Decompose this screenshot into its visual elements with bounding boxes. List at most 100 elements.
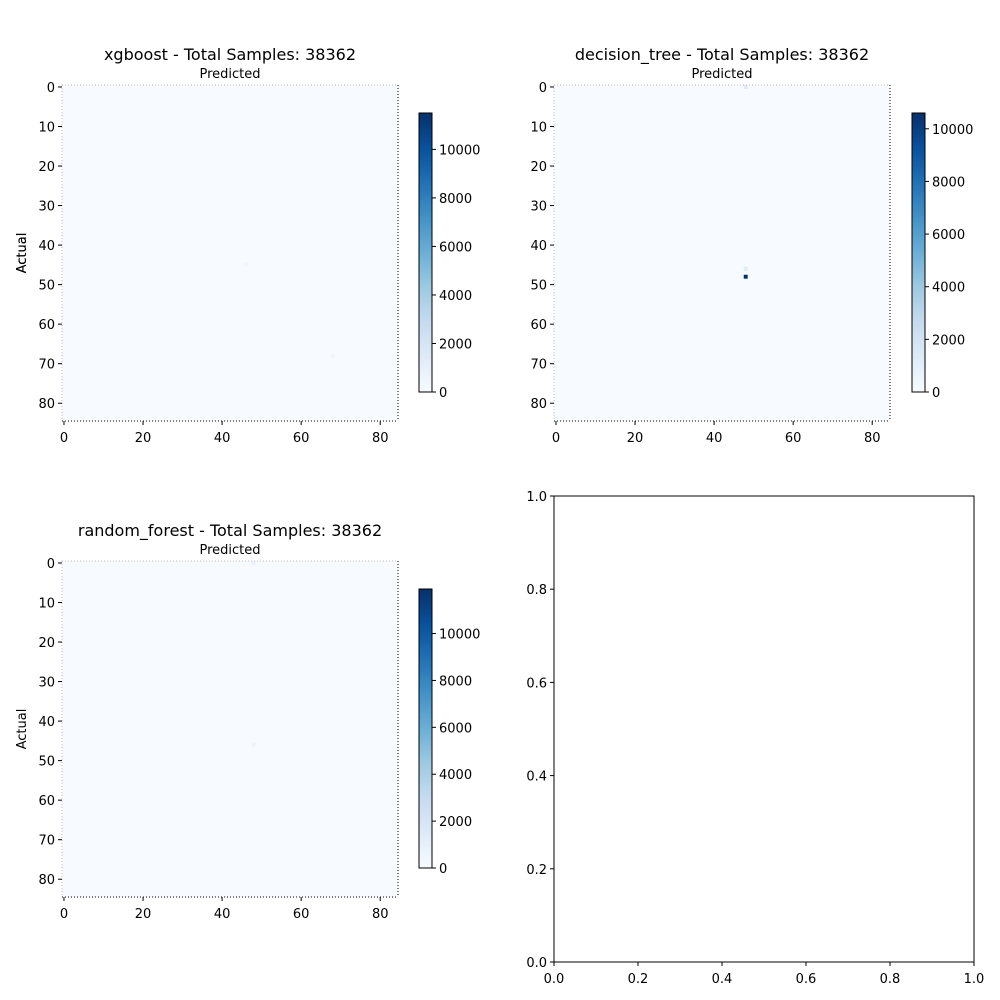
x-tick-label: 80 xyxy=(864,431,881,446)
x-tick-label: 40 xyxy=(214,907,231,922)
colorbar-tick-label: 6000 xyxy=(932,228,965,243)
colorbar-tick-label: 4000 xyxy=(439,768,472,783)
y-tick-label: 10 xyxy=(38,121,55,136)
y-tick-label: 0.0 xyxy=(526,956,547,971)
chart-title: decision_tree - Total Samples: 38362 xyxy=(575,45,869,65)
heatmap-cell xyxy=(743,266,748,271)
y-axis-label: Actual xyxy=(15,233,30,274)
x-tick-label: 0.6 xyxy=(796,972,817,987)
colorbar-tick-label: 4000 xyxy=(439,289,472,304)
y-tick-label: 10 xyxy=(38,597,55,612)
colorbar-tick-label: 2000 xyxy=(439,815,472,830)
y-tick-label: 30 xyxy=(38,200,55,215)
y-tick-label: 0.8 xyxy=(526,583,547,598)
colorbar-tick-label: 2000 xyxy=(932,333,965,348)
heatmap-cell xyxy=(243,262,248,267)
y-tick-label: 1.0 xyxy=(526,490,547,505)
heatmap-background xyxy=(62,85,398,421)
y-tick-label: 50 xyxy=(38,755,55,770)
x-tick-label: 0.0 xyxy=(544,972,565,987)
colorbar-tick-label: 6000 xyxy=(439,240,472,255)
y-axis-label: Actual xyxy=(15,709,30,750)
colorbar-tick-label: 2000 xyxy=(439,337,472,352)
chart-title: xgboost - Total Samples: 38362 xyxy=(104,45,356,64)
y-tick-label: 80 xyxy=(38,873,55,888)
y-tick-label: 0.2 xyxy=(526,863,547,878)
colorbar-tick-label: 0 xyxy=(439,862,447,877)
x-tick-label: 20 xyxy=(627,431,644,446)
x-axis-label: Predicted xyxy=(691,67,752,82)
colorbar-tick-label: 6000 xyxy=(439,721,472,736)
y-axis-label: Actual xyxy=(15,233,30,274)
confusion-matrix-0: xgboost - Total Samples: 38362 Predicted A… xyxy=(15,45,480,446)
chart-title: random_forest - Total Samples: 38362 xyxy=(78,521,382,541)
y-tick-label: 0.4 xyxy=(526,770,547,785)
colorbar-tick-label: 10000 xyxy=(439,628,480,643)
x-tick-label: 0 xyxy=(60,907,68,922)
empty-axes: 0.0 0.2 0.4 0.6 0.8 1.0 0.0 0.2 0.4 0.6 0.8 1.0 xyxy=(526,490,984,987)
y-tick-label: 80 xyxy=(530,397,547,412)
y-tick-label: 40 xyxy=(38,715,55,730)
y-tick-label: 50 xyxy=(530,279,547,294)
y-tick-label: 60 xyxy=(530,318,547,333)
x-tick-label: 1.0 xyxy=(964,972,985,987)
heatmap-cell xyxy=(251,561,256,565)
colorbar-tick-label: 8000 xyxy=(439,674,472,689)
y-tick-label: 70 xyxy=(530,358,547,373)
y-tick-label: 20 xyxy=(530,160,547,175)
x-tick-label: 60 xyxy=(785,431,802,446)
x-axis-label: Predicted xyxy=(199,67,260,82)
x-tick-label: 60 xyxy=(293,907,310,922)
colorbar xyxy=(911,112,926,393)
x-tick-label: 80 xyxy=(372,907,389,922)
x-tick-label: 20 xyxy=(135,907,152,922)
heatmap-background xyxy=(554,85,890,421)
y-tick-label: 0 xyxy=(539,81,547,96)
y-tick-label: 60 xyxy=(38,318,55,333)
heatmap-cell xyxy=(743,85,748,89)
y-tick-label: 0 xyxy=(47,557,55,572)
y-tick-label: 10 xyxy=(530,121,547,136)
confusion-matrix-1: decision_tree - Total Samples: 38362 Pred… xyxy=(15,45,973,446)
colorbar-tick-label: 10000 xyxy=(439,143,480,158)
y-tick-label: 20 xyxy=(38,636,55,651)
confusion-matrix-2: random_forest - Total Samples: 38362 Pred… xyxy=(15,521,480,922)
y-tick-label: 40 xyxy=(530,239,547,254)
heatmap-cell xyxy=(251,742,256,747)
y-tick-label: 20 xyxy=(38,160,55,175)
y-tick-label: 70 xyxy=(38,358,55,373)
colorbar-tick-label: 10000 xyxy=(932,123,973,138)
y-tick-label: 70 xyxy=(38,834,55,849)
x-tick-label: 0.4 xyxy=(712,972,733,987)
y-tick-label: 0.6 xyxy=(526,676,547,691)
y-tick-label: 0 xyxy=(47,81,55,96)
x-tick-label: 0.8 xyxy=(880,972,901,987)
colorbar-tick-label: 0 xyxy=(439,386,447,401)
colorbar xyxy=(418,112,433,393)
x-axis-label: Predicted xyxy=(199,543,260,558)
y-tick-label: 50 xyxy=(38,279,55,294)
heatmap-cell xyxy=(743,274,748,279)
colorbar-tick-label: 8000 xyxy=(439,192,472,207)
x-tick-label: 40 xyxy=(214,431,231,446)
x-tick-label: 0.2 xyxy=(628,972,649,987)
x-tick-label: 0 xyxy=(552,431,560,446)
colorbar-tick-label: 8000 xyxy=(932,175,965,190)
x-tick-label: 40 xyxy=(706,431,723,446)
y-tick-label: 40 xyxy=(38,239,55,254)
y-tick-label: 30 xyxy=(530,200,547,215)
x-tick-label: 20 xyxy=(135,431,152,446)
empty-axes-frame xyxy=(553,495,975,963)
x-tick-label: 60 xyxy=(293,431,310,446)
colorbar-tick-label: 0 xyxy=(932,386,940,401)
colorbar xyxy=(418,588,433,869)
x-tick-label: 0 xyxy=(60,431,68,446)
x-tick-label: 80 xyxy=(372,431,389,446)
colorbar-tick-label: 4000 xyxy=(932,281,965,296)
y-tick-label: 60 xyxy=(38,794,55,809)
heatmap-cell xyxy=(330,353,335,358)
heatmap-background xyxy=(62,561,398,897)
y-tick-label: 80 xyxy=(38,397,55,412)
y-tick-label: 30 xyxy=(38,676,55,691)
